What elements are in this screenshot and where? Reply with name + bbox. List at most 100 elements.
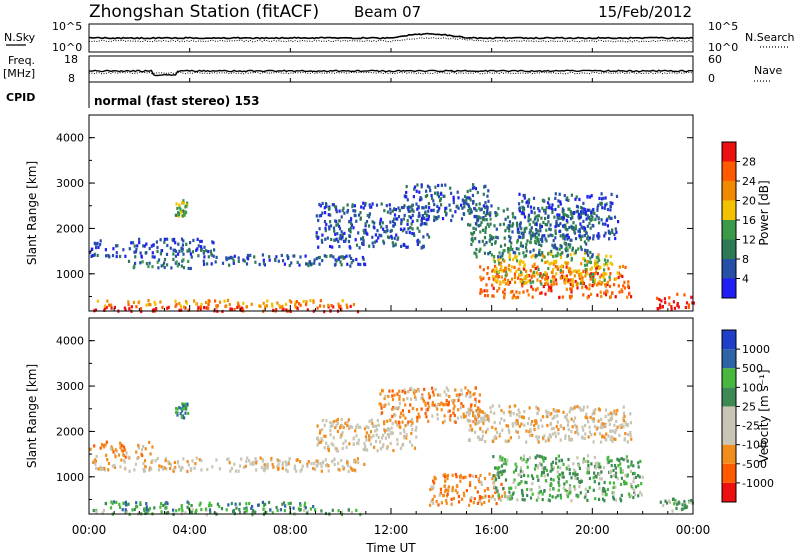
heatmap-cell [637, 484, 640, 488]
heatmap-cell [173, 237, 176, 241]
heatmap-cell [475, 208, 478, 212]
heatmap-cell [418, 415, 421, 419]
heatmap-cell [423, 222, 426, 226]
heatmap-cell [587, 460, 590, 464]
heatmap-cell [144, 465, 147, 469]
heatmap-cell [103, 306, 107, 310]
heatmap-cell [573, 274, 576, 278]
heatmap-cell [386, 210, 389, 214]
heatmap-cell [597, 256, 600, 260]
heatmap-cell [329, 220, 332, 224]
heatmap-cell [436, 193, 439, 197]
heatmap-cell [623, 286, 626, 290]
heatmap-cell [173, 467, 176, 471]
heatmap-cell [189, 252, 192, 256]
heatmap-cell [555, 461, 558, 465]
heatmap-cell [561, 274, 564, 278]
heatmap-cell [520, 227, 523, 231]
heatmap-cell [594, 261, 597, 265]
heatmap-cell [608, 278, 611, 282]
heatmap-cell [516, 413, 519, 417]
heatmap-cell [175, 303, 178, 307]
heatmap-cell [597, 472, 600, 476]
heatmap-cell [681, 507, 684, 511]
heatmap-cell [532, 270, 536, 274]
heatmap-cell [547, 438, 550, 442]
heatmap-cell [309, 299, 312, 303]
heatmap-cell [526, 487, 529, 492]
heatmap-cell [484, 439, 487, 444]
colorbar-swatch [722, 161, 736, 181]
heatmap-cell [494, 466, 497, 470]
heatmap-cell [590, 266, 593, 270]
heatmap-cell [547, 288, 550, 292]
heatmap-cell [531, 287, 535, 291]
heatmap-cell [177, 214, 180, 218]
heatmap-cell [382, 433, 385, 437]
heatmap-cell [472, 226, 475, 230]
heatmap-cell [518, 473, 521, 477]
heatmap-cell [535, 228, 538, 232]
heatmap-cell [413, 392, 416, 396]
heatmap-cell [540, 473, 543, 477]
heatmap-cell [513, 272, 517, 276]
heatmap-cell [313, 261, 316, 265]
heatmap-cell [270, 456, 273, 461]
heatmap-cell [137, 301, 140, 305]
heatmap-cell [121, 508, 124, 512]
heatmap-cell [380, 225, 383, 229]
heatmap-region-0-12 [656, 292, 695, 311]
heatmap-cell [486, 266, 490, 270]
heatmap-cell [506, 207, 509, 211]
heatmap-cell [110, 303, 113, 307]
heatmap-cell [558, 459, 561, 463]
heatmap-cell [523, 255, 526, 259]
heatmap-cell [342, 441, 345, 446]
heatmap-cell [503, 293, 506, 297]
heatmap-cell [285, 468, 288, 472]
heatmap-cell [493, 497, 496, 502]
heatmap-cell [516, 240, 519, 244]
x-tick-label: 04:00 [172, 523, 207, 537]
colorbar-swatch [722, 200, 736, 220]
heatmap-cell [351, 468, 354, 472]
heatmap-cell [472, 501, 475, 505]
heatmap-cell [494, 435, 497, 439]
heatmap-cell [524, 245, 528, 250]
heatmap-cell [197, 254, 200, 258]
heatmap-cell [630, 482, 633, 486]
heatmap-cell [195, 456, 198, 460]
heatmap-cell [107, 468, 110, 472]
heatmap-cell [612, 481, 615, 485]
heatmap-cell [596, 272, 599, 276]
heatmap-cell [604, 231, 607, 235]
heatmap-cell [555, 219, 558, 223]
heatmap-cell [359, 217, 362, 221]
heatmap-cell [600, 201, 603, 205]
heatmap-cell [493, 485, 496, 489]
heatmap-cell [525, 460, 528, 464]
heatmap-cell [403, 204, 406, 208]
heatmap-cell [511, 277, 514, 281]
heatmap-cell [181, 259, 184, 263]
heatmap-cell [385, 204, 388, 208]
heatmap-cell [468, 395, 471, 399]
heatmap-cell [403, 227, 406, 231]
heatmap-cell [139, 261, 142, 265]
heatmap-cell [374, 429, 377, 433]
heatmap-cell [609, 437, 612, 442]
heatmap-cell [368, 203, 371, 207]
heatmap-cell [276, 508, 279, 513]
heatmap-cell [437, 503, 440, 507]
heatmap-cell [459, 406, 462, 410]
heatmap-cell [190, 255, 193, 259]
heatmap-cell [173, 248, 176, 252]
heatmap-cell [497, 270, 500, 274]
heatmap-cell [548, 285, 551, 289]
x-tick-label: 16:00 [474, 523, 509, 537]
heatmap-cell [319, 429, 322, 433]
heatmap-cell [417, 389, 420, 393]
heatmap-cell [177, 252, 180, 256]
heatmap-cell [507, 250, 510, 254]
heatmap-cell [553, 243, 557, 247]
